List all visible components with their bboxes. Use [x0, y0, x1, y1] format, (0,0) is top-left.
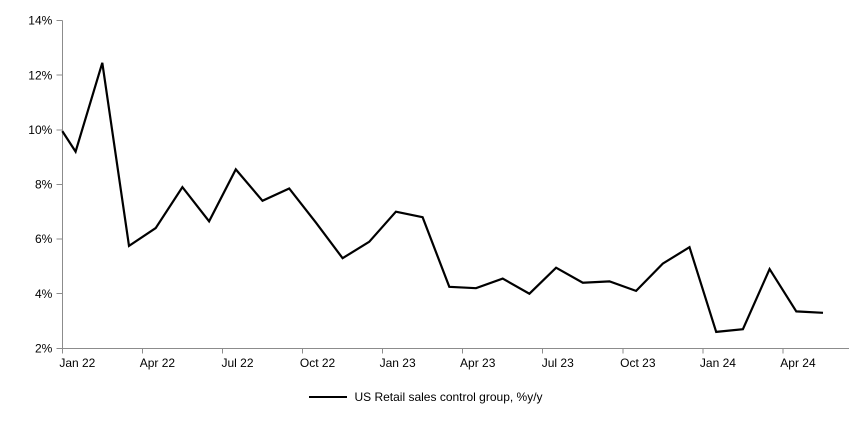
x-tick-label: Oct 22: [300, 356, 336, 370]
series-line: [61, 62, 824, 334]
y-tick-label: 2%: [35, 342, 53, 356]
legend-line-icon: [309, 396, 348, 398]
y-tick-label: 14%: [28, 14, 52, 28]
chart-legend: US Retail sales control group, %y/y: [0, 388, 852, 406]
y-tick-label: 12%: [28, 68, 52, 82]
x-tick-label: Apr 23: [460, 356, 496, 370]
x-tick-label: Oct 23: [620, 356, 656, 370]
x-tick-label: Jan 22: [59, 356, 95, 370]
x-tick-label: Jul 22: [221, 356, 253, 370]
x-tick-label: Jan 23: [380, 356, 416, 370]
x-tick-label: Jan 24: [700, 356, 736, 370]
x-tick-label: Apr 24: [780, 356, 816, 370]
y-tick-label: 6%: [35, 232, 53, 246]
y-tick-label: 10%: [28, 123, 52, 137]
y-tick-label: 4%: [35, 287, 53, 301]
x-tick-label: Jul 23: [542, 356, 574, 370]
legend-label: US Retail sales control group, %y/y: [354, 390, 543, 404]
x-tick-label: Apr 22: [140, 356, 176, 370]
y-tick-label: 8%: [35, 178, 53, 192]
